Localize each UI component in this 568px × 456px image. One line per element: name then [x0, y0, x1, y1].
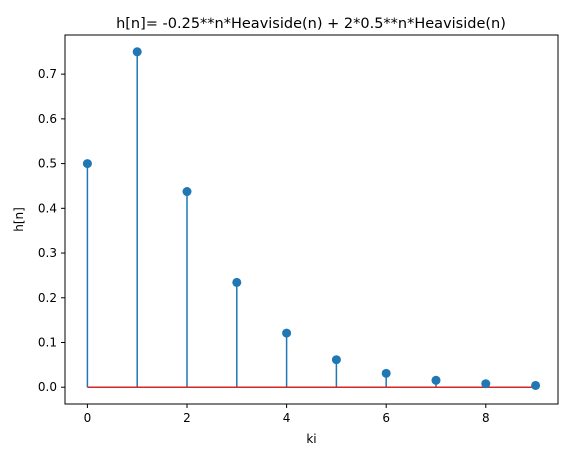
y-tick-label: 0.5 — [38, 157, 57, 171]
stem-marker — [531, 380, 541, 390]
stem-marker — [132, 47, 142, 57]
x-tick-label: 4 — [283, 411, 291, 425]
stem-marker — [381, 368, 391, 378]
axis-ticks: 0 2 4 6 8 0.0 0.1 0.2 0.3 0.4 0.5 0.6 0.7 — [38, 67, 490, 425]
y-tick-label: 0.4 — [38, 201, 57, 215]
stem-marker — [182, 187, 192, 197]
stem-marker — [481, 379, 491, 389]
stem-marker — [232, 277, 242, 287]
stem-series — [82, 47, 541, 390]
y-axis-label: h[n] — [12, 207, 26, 232]
y-tick-label: 0.7 — [38, 67, 57, 81]
stem-marker — [331, 355, 341, 365]
stem-marker — [431, 375, 441, 385]
chart-title: h[n]= -0.25**n*Heaviside(n) + 2*0.5**n*H… — [116, 16, 506, 32]
stem-marker — [282, 328, 292, 338]
x-tick-label: 8 — [482, 411, 490, 425]
y-tick-label: 0.6 — [38, 112, 57, 126]
x-tick-label: 2 — [183, 411, 191, 425]
y-tick-label: 0.1 — [38, 336, 57, 350]
y-tick-label: 0.0 — [38, 380, 57, 394]
plot-frame — [64, 34, 559, 405]
x-tick-label: 0 — [84, 411, 92, 425]
x-axis-label: ki — [306, 432, 316, 446]
stem-marker — [82, 159, 92, 169]
x-tick-label: 6 — [382, 411, 390, 425]
y-tick-label: 0.2 — [38, 291, 57, 305]
y-tick-label: 0.3 — [38, 246, 57, 260]
